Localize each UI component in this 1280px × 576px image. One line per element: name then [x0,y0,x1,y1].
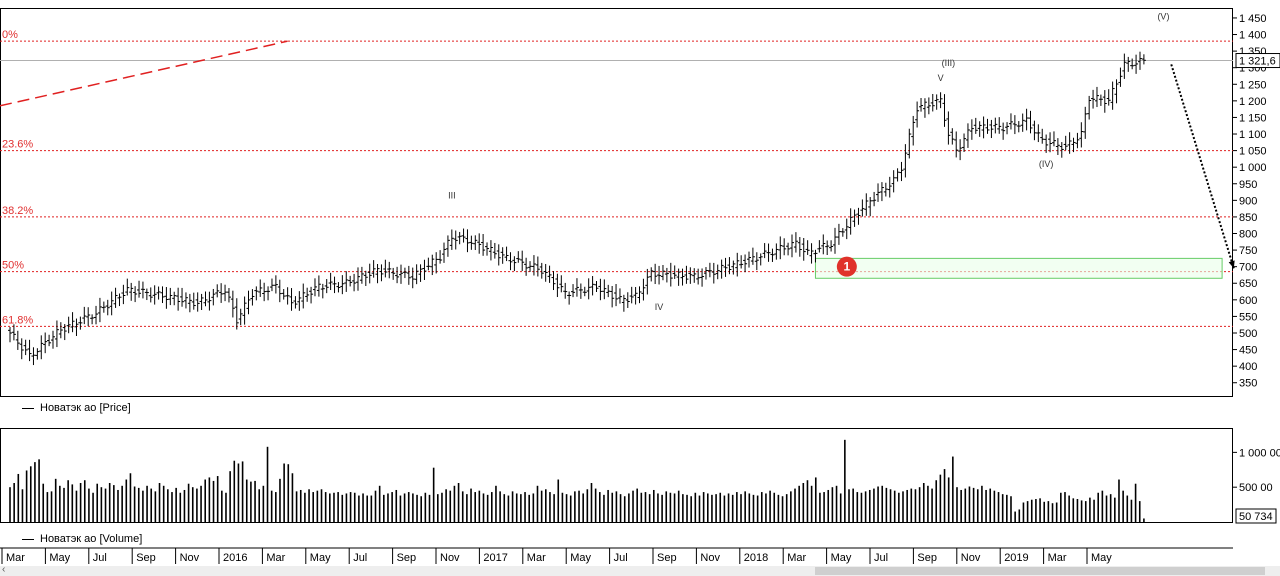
last-price-label: 1 321,6 [1239,56,1276,68]
volume-legend: Новатэк ао [Volume] [22,533,142,545]
time-axis-label: Nov [700,552,720,564]
volume-legend-label: Новатэк ао [Volume] [40,533,143,545]
trendline [0,40,288,107]
price-ytick-label: 700 [1239,262,1257,274]
scroll-left-arrow-icon[interactable]: ‹ [2,564,6,575]
wave-label: IV [655,302,664,312]
projection-arrow [1170,64,1235,269]
time-axis-label: 2018 [744,552,768,564]
time-axis-label: 2019 [1004,552,1028,564]
time-axis-label: 2016 [223,552,247,564]
price-ytick-label: 400 [1239,361,1257,373]
price-ytick-label: 650 [1239,278,1257,290]
price-ytick-label: 1 100 [1239,129,1267,141]
price-legend-label: Новатэк ао [Price] [40,402,131,414]
time-axis-label: May [570,552,591,564]
time-axis-label: Mar [787,552,806,564]
wave-label: V [938,73,944,83]
wave-label: III [448,191,456,201]
price-ytick-label: 600 [1239,295,1257,307]
time-axis-label: Mar [1048,552,1067,564]
time-axis: Mar May Jul Sep Nov 2016 Mar May Jul Sep Nov 2017 Ma… [0,547,1233,564]
volume-frame [0,428,1233,523]
price-ytick-label: 1 050 [1239,146,1267,158]
fib-level-label: 50% [2,260,24,272]
time-axis-label: Mar [527,552,546,564]
price-ytick-label: 1 150 [1239,112,1267,124]
marker-circle [836,256,857,277]
time-axis-label: Sep [657,552,677,564]
time-axis-label: May [831,552,852,564]
fib-level-label: 23.6% [2,139,33,151]
price-legend: Новатэк ао [Price] [22,402,131,414]
price-ytick-label: 750 [1239,245,1257,257]
volume-last-box [1235,508,1277,524]
price-ytick-label: 550 [1239,311,1257,323]
volume-ytick-label: 500 00 [1239,482,1273,494]
price-ytick-label: 500 [1239,328,1257,340]
volume-chart: 500 00 1 000 00 50 734 [0,428,1280,524]
time-axis-label: Nov [180,552,200,564]
scroll-thumb[interactable] [815,567,1265,575]
time-axis-label: Nov [440,552,460,564]
time-axis-label: 2017 [483,552,507,564]
volume-last-label: 50 734 [1239,511,1273,523]
price-ytick-label: 1 250 [1239,79,1267,91]
time-axis-label: Jul [614,552,628,564]
volume-ytick-label: 1 000 00 [1239,447,1280,459]
wave-label: (V) [1157,12,1169,22]
time-axis-label: Jul [353,552,367,564]
time-axis-label: May [310,552,331,564]
price-ytick-label: 350 [1239,378,1257,390]
price-ytick-label: 900 [1239,195,1257,207]
price-frame [0,8,1233,397]
price-ytick-label: 950 [1239,179,1257,191]
price-ytick-label: 1 450 [1239,13,1267,25]
target-zone [814,257,1223,279]
fib-level-label: 61.8% [2,314,33,326]
price-ytick-label: 1 200 [1239,96,1267,108]
price-legend-swatch [22,407,34,409]
time-axis-label: Mar [6,552,25,564]
price-ytick-label: 850 [1239,212,1257,224]
volume-legend-swatch [22,538,34,540]
time-axis-label: Jul [93,552,107,564]
fib-level-label: 38.2% [2,205,33,217]
time-axis-label: Sep [917,552,937,564]
time-axis-label: Jul [874,552,888,564]
marker-label: 1 [843,260,850,274]
price-ytick-label: 800 [1239,229,1257,241]
price-ytick-label: 1 000 [1239,162,1267,174]
time-axis-label: May [49,552,70,564]
projection-arrow-head-icon [1228,260,1235,269]
horizontal-scrollbar[interactable]: ‹ [0,564,1280,576]
last-price-box [1235,53,1280,69]
time-axis-label: Sep [397,552,417,564]
price-ytick-label: 1 400 [1239,30,1267,42]
price-ytick-label: 450 [1239,345,1257,357]
time-axis-label: Nov [961,552,981,564]
price-chart: 350 400 450 500 550 600 650 700 750 800 850 900 950 1… [0,8,1280,397]
wave-label: (III) [942,58,956,68]
fib-level-label: 0% [2,29,18,41]
time-axis-label: Sep [136,552,156,564]
wave-label: (IV) [1039,159,1054,169]
time-axis-label: May [1091,552,1112,564]
time-axis-label: Mar [266,552,285,564]
